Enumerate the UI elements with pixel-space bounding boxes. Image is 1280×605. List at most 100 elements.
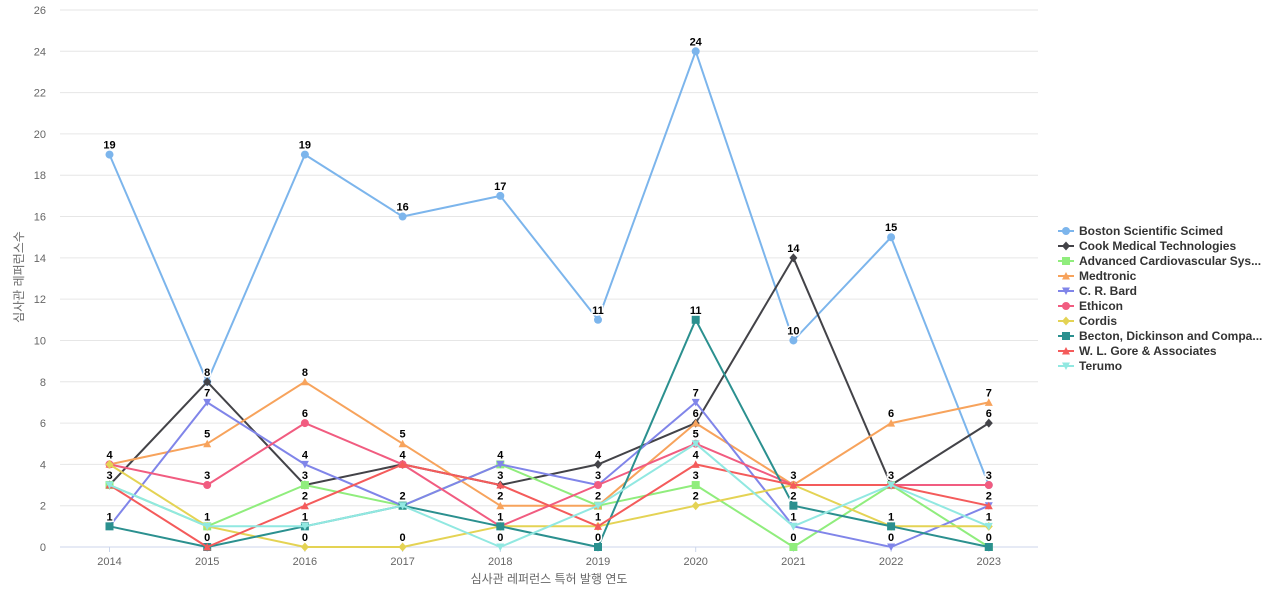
data-label-advanced-cardiovascular-sys-2020: 3 <box>693 470 699 482</box>
series-point-becton-dickinson-and-compa-2021 <box>789 501 798 510</box>
y-tick-label-2: 2 <box>40 501 46 513</box>
data-label-cordis-2017: 0 <box>400 532 406 544</box>
data-label-c-r-bard-2014: 1 <box>106 511 112 523</box>
series-point-c-r-bard-2018 <box>496 460 505 469</box>
legend-item-w-l-gore-associates[interactable]: W. L. Gore & Associates <box>1058 343 1280 358</box>
series-becton-dickinson-and-compa <box>105 315 993 551</box>
series-point-c-r-bard-2020 <box>691 398 700 407</box>
series-point-w-l-gore-associates-2023 <box>984 501 993 510</box>
series-point-medtronic-2023 <box>984 398 993 406</box>
y-tick-label-12: 12 <box>34 294 46 306</box>
legend-item-boston-scientific-scimed[interactable]: Boston Scientific Scimed <box>1058 223 1280 238</box>
series-point-ethicon-2015 <box>203 481 212 490</box>
data-label-c-r-bard-2018: 4 <box>497 449 504 461</box>
legend-item-medtronic[interactable]: Medtronic <box>1058 268 1280 283</box>
series-point-terumo-2020 <box>691 440 700 448</box>
legend-item-terumo[interactable]: Terumo <box>1058 358 1280 373</box>
x-tick-label-2018: 2018 <box>488 556 512 568</box>
legend-swatch-marker-c-r-bard <box>1062 287 1070 295</box>
series-c-r-bard <box>105 398 993 551</box>
series-point-boston-scientific-scimed-2019 <box>594 315 602 324</box>
legend-item-cook-medical-technologies[interactable]: Cook Medical Technologies <box>1058 238 1280 253</box>
series-point-becton-dickinson-and-compa-2014 <box>105 522 114 531</box>
series-point-boston-scientific-scimed-2017 <box>398 212 407 221</box>
x-tick-label-2021: 2021 <box>781 556 805 568</box>
legend-swatch-becton-dickinson-and-compa <box>1058 331 1074 340</box>
series-point-terumo-2017 <box>398 502 407 510</box>
series-point-becton-dickinson-and-compa-2023 <box>984 543 993 551</box>
data-label-advanced-cardiovascular-sys-2019: 2 <box>595 491 601 503</box>
x-tick-label-2020: 2020 <box>683 556 707 568</box>
series-point-ethicon-2019 <box>594 481 602 490</box>
legend-label-boston-scientific-scimed: Boston Scientific Scimed <box>1079 223 1224 238</box>
series-line-medtronic <box>108 380 990 507</box>
series-point-becton-dickinson-and-compa-2022 <box>887 522 896 531</box>
legend-swatch-marker-w-l-gore-associates <box>1062 346 1070 354</box>
series-line-becton-dickinson-and-compa <box>108 318 990 548</box>
x-tick-label-2019: 2019 <box>586 556 610 568</box>
data-label-cook-medical-technologies-2019: 4 <box>595 449 602 461</box>
x-tick-label-2023: 2023 <box>977 556 1001 568</box>
series-point-w-l-gore-associates-2019 <box>594 522 602 530</box>
series-point-medtronic-2015 <box>203 439 212 448</box>
series-point-w-l-gore-associates-2017 <box>398 460 407 468</box>
x-axis-title: 심사관 레퍼런스 특허 발행 연도 <box>471 571 628 586</box>
data-labels: 1943187531019864321016542017432101143210… <box>102 35 993 546</box>
data-label-medtronic-2021: 3 <box>790 470 796 482</box>
data-label-c-r-bard-2022: 0 <box>888 532 894 544</box>
series-line-terumo <box>108 442 990 548</box>
data-label-cook-medical-technologies-2016: 3 <box>302 470 308 482</box>
series-point-boston-scientific-scimed-2016 <box>300 150 309 159</box>
data-label-medtronic-2022: 6 <box>888 408 894 420</box>
data-label-c-r-bard-2021: 1 <box>790 511 796 523</box>
x-tick-label-2017: 2017 <box>390 556 414 568</box>
series-point-boston-scientific-scimed-2022 <box>887 233 896 242</box>
data-label-w-l-gore-associates-2016: 2 <box>302 491 308 503</box>
legend-item-ethicon[interactable]: Ethicon <box>1058 298 1280 313</box>
y-tick-label-26: 26 <box>34 5 46 17</box>
series-point-boston-scientific-scimed-2014 <box>105 150 114 159</box>
data-label-boston-scientific-scimed-2014: 19 <box>103 140 115 152</box>
data-label-ethicon-2018: 1 <box>497 511 503 523</box>
legend-swatch-advanced-cardiovascular-sys <box>1058 256 1074 265</box>
series-point-medtronic-2020 <box>691 419 700 427</box>
x-tick-label-2016: 2016 <box>293 556 317 568</box>
legend-swatch-marker-terumo <box>1062 362 1070 370</box>
series-point-boston-scientific-scimed-2018 <box>496 191 505 200</box>
series-point-becton-dickinson-and-compa-2020 <box>691 315 700 324</box>
data-label-boston-scientific-scimed-2021: 10 <box>787 325 799 337</box>
data-label-cook-medical-technologies-2021: 14 <box>787 243 800 255</box>
series-point-medtronic-2016 <box>300 377 309 386</box>
series-point-cordis-2020 <box>691 501 700 511</box>
series-point-w-l-gore-associates-2020 <box>691 460 700 468</box>
legend-item-cordis[interactable]: Cordis <box>1058 313 1280 328</box>
y-tick-label-8: 8 <box>40 377 46 389</box>
data-label-cordis-2020: 2 <box>693 491 699 503</box>
data-label-cook-medical-technologies-2018: 3 <box>497 470 503 482</box>
legend-item-becton-dickinson-and-compa[interactable]: Becton, Dickinson and Compa... <box>1058 328 1280 343</box>
legend-label-w-l-gore-associates: W. L. Gore & Associates <box>1079 343 1217 358</box>
series-line-cook-medical-technologies <box>108 256 990 486</box>
y-tick-label-4: 4 <box>40 459 46 471</box>
data-label-cook-medical-technologies-2023: 6 <box>986 408 992 420</box>
legend-item-c-r-bard[interactable]: C. R. Bard <box>1058 283 1280 298</box>
data-label-boston-scientific-scimed-2022: 15 <box>885 222 897 234</box>
series-point-w-l-gore-associates-2021 <box>789 481 798 489</box>
data-label-boston-scientific-scimed-2023: 3 <box>986 470 992 482</box>
series-point-advanced-cardiovascular-sys-2021 <box>789 543 798 551</box>
data-label-boston-scientific-scimed-2018: 17 <box>494 181 506 193</box>
data-label-boston-scientific-scimed-2019: 11 <box>592 305 604 317</box>
legend-item-advanced-cardiovascular-sys[interactable]: Advanced Cardiovascular Sys... <box>1058 253 1280 268</box>
y-tick-label-10: 10 <box>34 335 46 347</box>
x-tick-label-2022: 2022 <box>879 556 903 568</box>
legend-label-ethicon: Ethicon <box>1079 298 1123 313</box>
legend-label-cordis: Cordis <box>1079 313 1118 328</box>
series-point-terumo-2016 <box>300 522 309 531</box>
series-point-cook-medical-technologies-2023 <box>984 418 993 428</box>
legend-swatch-c-r-bard <box>1058 287 1074 295</box>
series-terumo <box>105 440 993 551</box>
series-line-c-r-bard <box>108 401 990 548</box>
